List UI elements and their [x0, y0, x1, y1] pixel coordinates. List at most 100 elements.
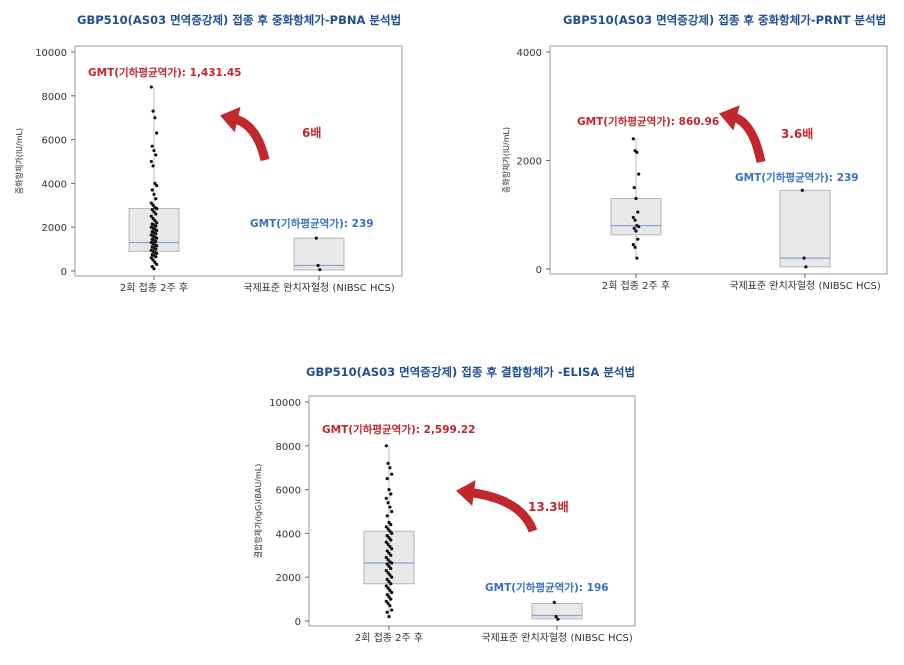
data-point [386, 527, 390, 531]
fold-arrow-icon [220, 106, 270, 162]
data-point [151, 258, 155, 262]
y-axis-label: 중화항체가(IU/mL) [501, 127, 511, 193]
data-point [150, 265, 154, 269]
data-point [385, 577, 389, 581]
data-point [634, 229, 638, 233]
y-tick-label: 0 [536, 265, 542, 276]
y-tick-label: 10000 [35, 48, 67, 59]
data-point [388, 573, 392, 577]
data-point [388, 529, 392, 533]
data-point [150, 144, 154, 148]
data-point [387, 551, 391, 555]
fold-change-label: 13.3배 [528, 499, 569, 514]
data-point [631, 242, 635, 247]
data-point [152, 148, 156, 153]
data-point [388, 505, 392, 509]
data-point [385, 549, 389, 553]
data-point [390, 590, 394, 595]
chart-title: GBP510(AS03 면역증강제) 접종 후 결합항체가 -ELISA 분석법 [306, 365, 636, 379]
data-point [635, 150, 639, 154]
x-tick-label: 2회 접종 2주 후 [120, 282, 188, 294]
data-point [155, 244, 159, 248]
data-point [390, 608, 394, 612]
chart-elisa: GBP510(AS03 면역증강제) 접종 후 결합항체가 -ELISA 분석법… [245, 355, 665, 665]
arrow-shaft [232, 114, 270, 162]
fold-change-label: 3.6배 [781, 126, 813, 141]
data-point [386, 558, 390, 562]
arrow-shaft [731, 112, 766, 163]
x-tick-label: 2회 접종 2주 후 [602, 280, 670, 292]
x-tick-label: 국제표준 완치자혈청 (NIBSC HCS) [729, 279, 881, 292]
y-tick-label: 6000 [276, 486, 301, 497]
data-point [387, 579, 391, 584]
data-point [151, 109, 155, 113]
data-point [637, 172, 641, 176]
data-point [318, 268, 322, 272]
y-tick-label: 8000 [276, 442, 301, 453]
plot-frame [308, 395, 636, 627]
fold-arrow-icon [456, 480, 538, 533]
data-point [314, 236, 318, 240]
x-tick-label: 국제표준 완치자혈청 (NIBSC HCS) [481, 631, 633, 644]
arrow-shaft [469, 488, 538, 533]
data-point [556, 617, 560, 621]
y-tick-label: 2000 [42, 223, 67, 234]
data-point [632, 226, 636, 230]
gmt-main-label: GMT(기하평균역가): 1,431.45 [88, 66, 241, 79]
y-tick-label: 10000 [269, 398, 301, 409]
x-tick-label: 국제표준 완치자혈청 (NIBSC HCS) [243, 281, 395, 294]
box [610, 197, 662, 236]
data-point [385, 593, 389, 597]
data-point [387, 520, 391, 525]
data-point [633, 245, 637, 249]
data-point [154, 153, 158, 157]
data-point [634, 196, 638, 201]
data-point [386, 571, 390, 575]
y-axis-label: 결합항체가(IgG)(BAU/mL) [253, 464, 263, 559]
chart-title: GBP510(AS03 면역증강제) 접종 후 중화항체가-PRNT 분석법 [563, 13, 887, 27]
y-tick-label: 4000 [517, 48, 542, 59]
data-point [386, 542, 390, 546]
data-point [635, 256, 639, 260]
data-point [151, 203, 155, 207]
data-point [149, 85, 153, 89]
gmt-ref-label: GMT(기하평균역가): 239 [735, 171, 859, 184]
data-point [150, 188, 154, 192]
data-point [151, 164, 155, 168]
data-point [155, 251, 159, 256]
data-point [384, 540, 388, 544]
data-point [387, 595, 391, 599]
y-tick-label: 0 [61, 267, 67, 278]
chart-plot: 0 2000 4000 6000 8000 10000 중화항체가(IU/mL) 2회 접종 … [14, 45, 403, 294]
y-tick-label: 2000 [276, 573, 301, 584]
gmt-ref-label: GMT(기하평균역가): 239 [250, 217, 374, 230]
data-point [155, 262, 159, 267]
data-point [554, 615, 558, 619]
data-point [386, 501, 390, 505]
data-point [152, 267, 156, 271]
data-point [151, 216, 155, 221]
data-point [384, 569, 388, 573]
data-point [388, 544, 392, 549]
data-point [154, 247, 158, 251]
data-point [153, 260, 157, 264]
data-point [387, 615, 391, 619]
data-point [389, 492, 393, 496]
data-point [384, 555, 388, 560]
x-tick-label: 2회 접종 2주 후 [355, 632, 423, 644]
data-point [389, 597, 393, 601]
data-point [384, 496, 388, 500]
data-point [152, 192, 156, 196]
data-point [390, 509, 394, 514]
data-point [153, 219, 157, 223]
data-point [637, 225, 641, 229]
data-point [154, 232, 158, 236]
data-point [154, 212, 158, 216]
data-point [153, 181, 157, 185]
data-point [155, 228, 159, 233]
fold-arrow-icon [719, 105, 766, 163]
gmt-main-label: GMT(기하평균역가): 2,599.22 [322, 423, 475, 436]
data-point [316, 263, 320, 268]
data-point [384, 444, 388, 448]
data-point [386, 586, 390, 590]
